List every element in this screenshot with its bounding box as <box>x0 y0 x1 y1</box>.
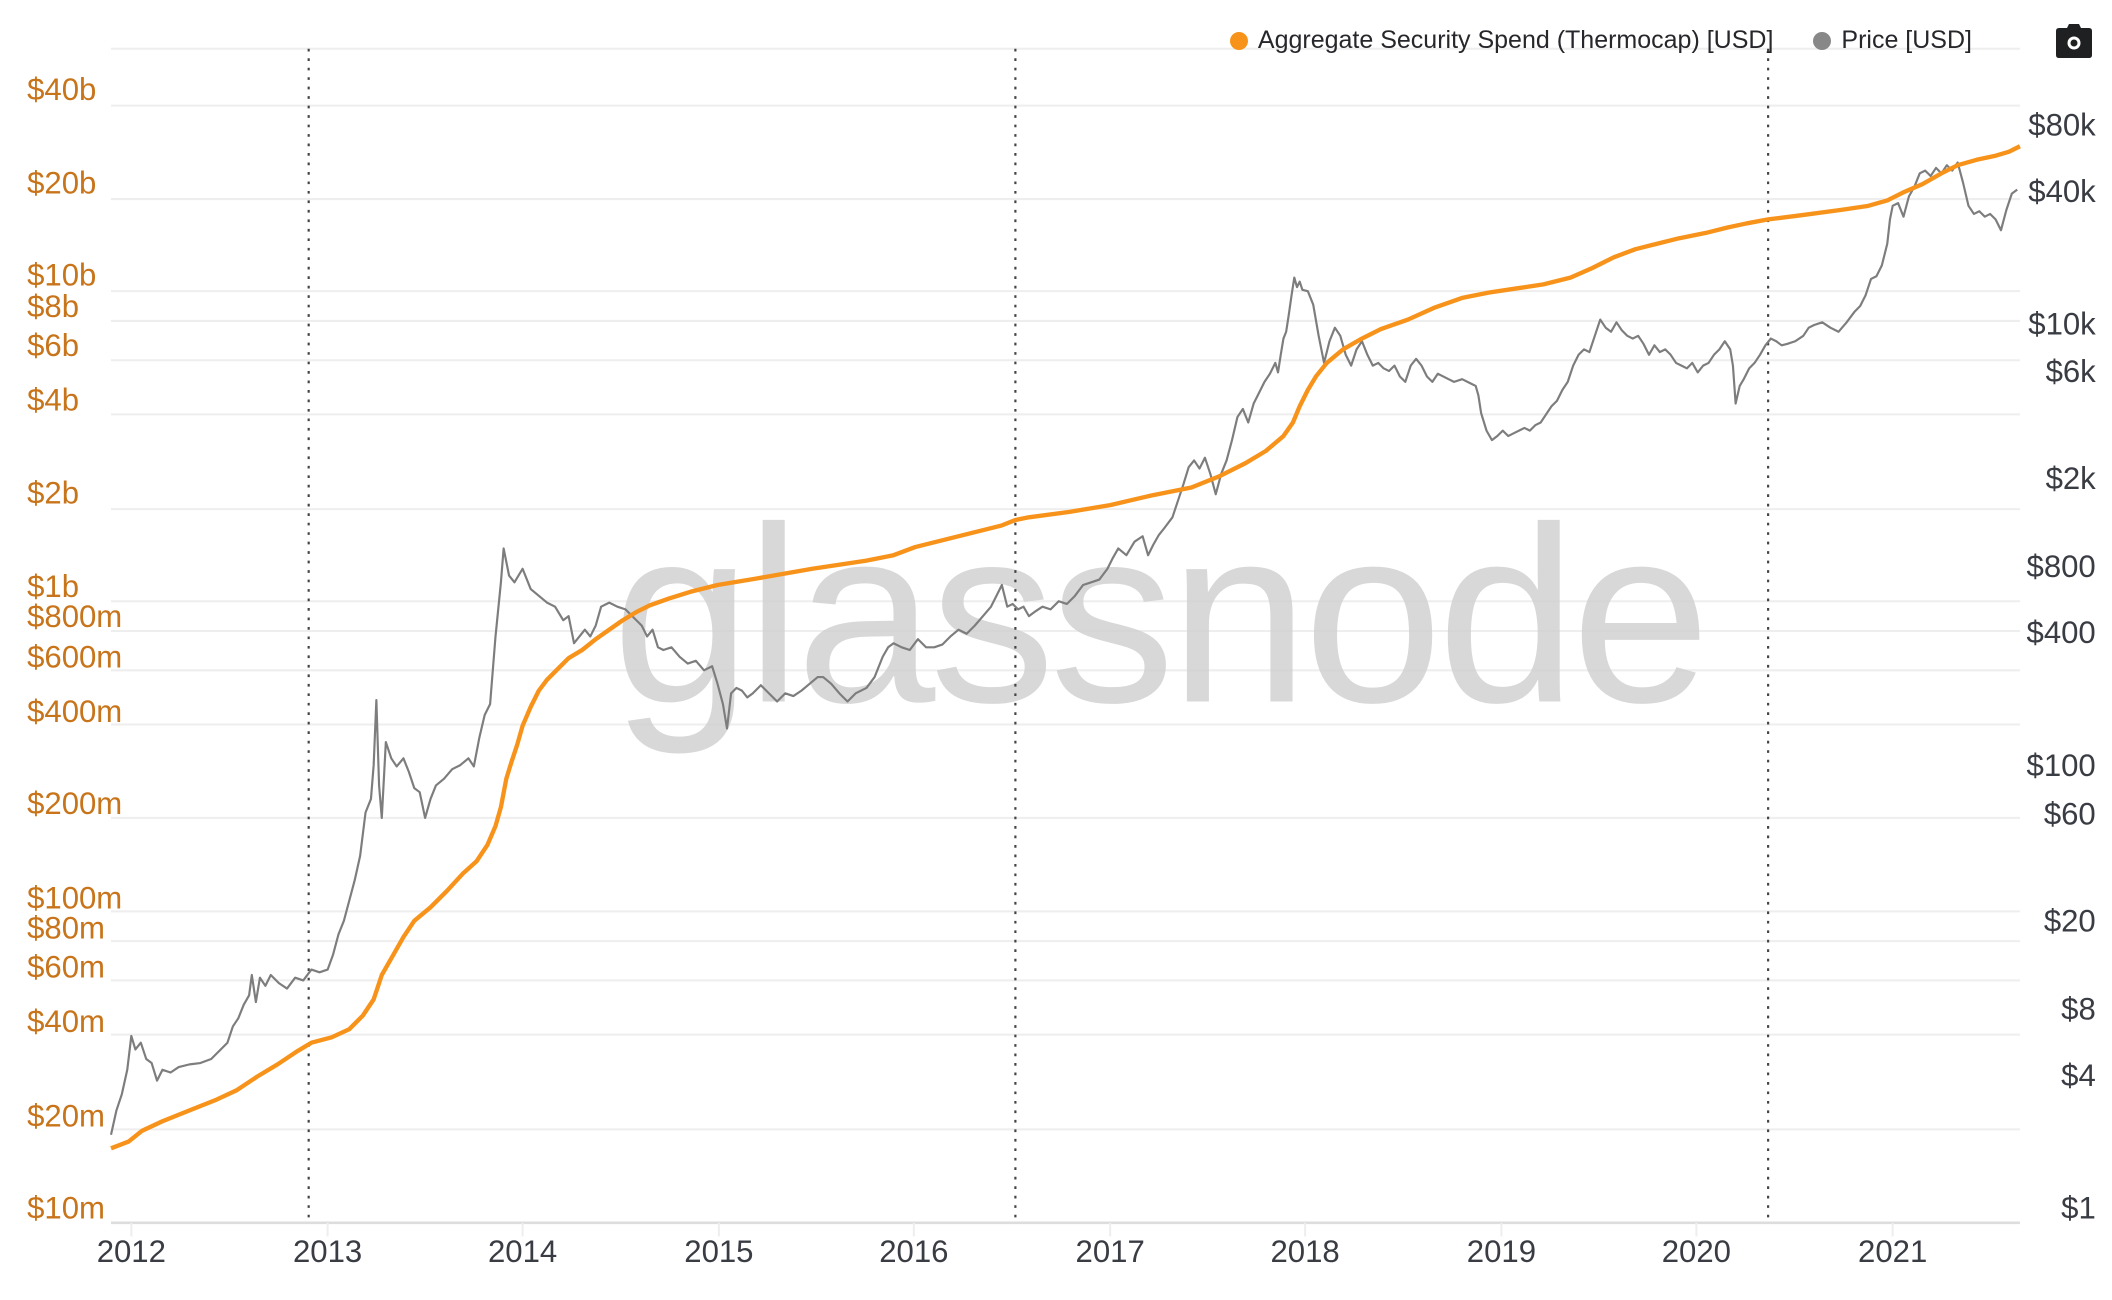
svg-text:2019: 2019 <box>1467 1234 1536 1269</box>
svg-text:2016: 2016 <box>879 1234 948 1269</box>
legend-item-thermocap[interactable]: Aggregate Security Spend (Thermocap) [US… <box>1229 26 1774 55</box>
gridlines <box>111 47 2020 1131</box>
legend-item-price[interactable]: Price [USD] <box>1813 26 1972 55</box>
svg-text:2021: 2021 <box>1858 1234 1927 1269</box>
svg-text:2018: 2018 <box>1270 1234 1339 1269</box>
svg-text:$40b: $40b <box>27 72 96 107</box>
camera-icon <box>2056 24 2092 58</box>
watermark: glassnode <box>612 475 1705 755</box>
svg-text:2012: 2012 <box>97 1234 166 1269</box>
svg-text:$400m: $400m <box>27 694 122 729</box>
svg-text:$10b: $10b <box>27 258 96 293</box>
price-legend-dot-icon <box>1813 31 1832 50</box>
price-series-line <box>109 161 2018 1136</box>
svg-text:$2b: $2b <box>27 476 79 511</box>
svg-text:2014: 2014 <box>488 1234 557 1269</box>
left-y-axis: $40b $20b $10b $8b $6b $4b $2b $1b $800m… <box>27 72 122 1226</box>
svg-text:$6k: $6k <box>2046 354 2097 389</box>
screenshot-button[interactable] <box>2056 24 2092 58</box>
svg-text:$8: $8 <box>2061 992 2096 1027</box>
svg-text:$800: $800 <box>2027 549 2096 584</box>
svg-text:$40m: $40m <box>27 1004 105 1039</box>
svg-text:$60: $60 <box>2044 797 2096 832</box>
legend-label-thermocap: Aggregate Security Spend (Thermocap) [US… <box>1257 26 1774 54</box>
svg-text:$20: $20 <box>2044 904 2096 939</box>
svg-text:$20m: $20m <box>27 1099 105 1134</box>
svg-text:$100: $100 <box>2027 748 2096 783</box>
svg-text:$40k: $40k <box>2028 174 2096 209</box>
svg-text:$8b: $8b <box>27 289 79 324</box>
svg-text:$6b: $6b <box>27 328 79 363</box>
svg-text:2015: 2015 <box>684 1234 753 1269</box>
svg-text:2020: 2020 <box>1662 1234 1731 1269</box>
x-axis: 2012 2013 2014 2015 2016 2017 2018 2019 … <box>97 1234 1928 1269</box>
svg-text:$1: $1 <box>2061 1191 2096 1226</box>
svg-text:$100m: $100m <box>27 881 122 916</box>
chart-legend: Aggregate Security Spend (Thermocap) [US… <box>1229 26 1972 55</box>
svg-text:$60m: $60m <box>27 950 105 985</box>
legend-label-price: Price [USD] <box>1841 26 1972 54</box>
x-axis-ticks <box>130 1222 1894 1237</box>
svg-text:$1b: $1b <box>27 569 79 604</box>
svg-text:$2k: $2k <box>2046 461 2097 496</box>
svg-text:$10k: $10k <box>2028 306 2096 341</box>
svg-text:2017: 2017 <box>1076 1234 1145 1269</box>
svg-text:$800m: $800m <box>27 599 122 634</box>
right-y-axis: $80k $40k $10k $6k $2k $800 $400 $100 $6… <box>2027 107 2097 1225</box>
svg-text:$80k: $80k <box>2028 107 2096 142</box>
svg-text:$4: $4 <box>2061 1058 2096 1093</box>
svg-text:$4b: $4b <box>27 382 79 417</box>
svg-text:2013: 2013 <box>293 1234 362 1269</box>
svg-text:$80m: $80m <box>27 910 105 945</box>
svg-text:$200m: $200m <box>27 786 122 821</box>
svg-text:$10m: $10m <box>27 1191 105 1226</box>
svg-text:$600m: $600m <box>27 640 122 675</box>
thermocap-series-line <box>110 144 2021 1151</box>
thermocap-legend-dot-icon <box>1229 31 1248 50</box>
svg-text:$20b: $20b <box>27 166 96 201</box>
svg-text:$400: $400 <box>2027 615 2096 650</box>
